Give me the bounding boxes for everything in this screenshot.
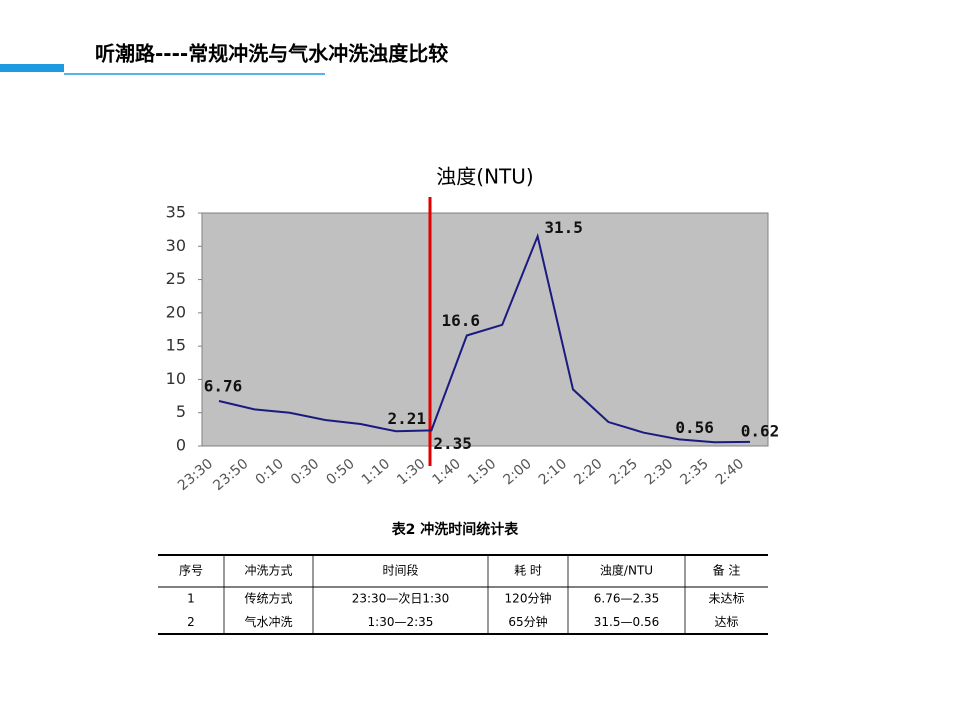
table-cell: 未达标 bbox=[708, 592, 744, 606]
y-tick-label: 35 bbox=[166, 203, 186, 222]
x-tick-label: 1:10 bbox=[359, 456, 393, 488]
data-label: 6.76 bbox=[204, 376, 243, 395]
table-header-cell: 耗 时 bbox=[514, 564, 542, 578]
table-cell: 65分钟 bbox=[508, 614, 547, 629]
x-tick-label: 0:10 bbox=[253, 456, 287, 488]
table-cell: 1:30—2:35 bbox=[368, 615, 434, 629]
slide-title: 听潮路----常规冲洗与气水冲洗浊度比较 bbox=[95, 42, 448, 66]
header-bar bbox=[0, 64, 64, 72]
table-header-cell: 序号 bbox=[179, 563, 203, 578]
y-tick-label: 5 bbox=[176, 402, 186, 421]
data-label: 0.56 bbox=[675, 418, 714, 437]
x-tick-label: 2:25 bbox=[607, 456, 641, 488]
y-tick-label: 0 bbox=[176, 436, 186, 455]
table-cell: 1 bbox=[187, 592, 195, 606]
table-cell: 120分钟 bbox=[505, 591, 552, 606]
y-tick-label: 30 bbox=[166, 236, 186, 255]
data-label: 16.6 bbox=[442, 311, 481, 330]
x-tick-label: 0:50 bbox=[323, 456, 357, 488]
table-caption: 表2 冲洗时间统计表 bbox=[391, 521, 520, 538]
data-label: 0.62 bbox=[741, 421, 780, 440]
x-tick-label: 1:30 bbox=[394, 456, 428, 488]
y-tick-label: 20 bbox=[166, 302, 186, 321]
table-cell: 达标 bbox=[714, 615, 738, 629]
table-header-cell: 冲洗方式 bbox=[244, 563, 292, 578]
table-header-cell: 时间段 bbox=[382, 563, 418, 578]
x-tick-label: 23:50 bbox=[210, 456, 251, 494]
x-tick-label: 2:10 bbox=[536, 456, 570, 488]
chart-title: 浊度(NTU) bbox=[436, 165, 533, 189]
x-tick-label: 23:30 bbox=[175, 456, 216, 494]
table-cell: 6.76—2.35 bbox=[594, 592, 659, 606]
table-header-cell: 备 注 bbox=[713, 563, 741, 578]
y-tick-label: 25 bbox=[166, 269, 186, 288]
data-line bbox=[218, 232, 751, 444]
x-tick-label: 2:35 bbox=[677, 456, 711, 488]
data-label: 31.5 bbox=[544, 218, 583, 237]
x-tick-label: 2:30 bbox=[642, 456, 676, 488]
x-tick-label: 0:30 bbox=[288, 456, 322, 488]
x-tick-label: 1:50 bbox=[465, 456, 499, 488]
y-tick-label: 10 bbox=[166, 369, 186, 388]
x-tick-label: 2:40 bbox=[713, 456, 747, 488]
x-tick-label: 1:40 bbox=[430, 456, 464, 488]
table-cell: 传统方式 bbox=[244, 591, 292, 606]
table-cell: 23:30—次日1:30 bbox=[352, 592, 450, 606]
x-tick-label: 2:00 bbox=[500, 456, 534, 488]
table-cell: 2 bbox=[187, 615, 195, 629]
data-label: 2.35 bbox=[433, 434, 472, 453]
y-tick-label: 15 bbox=[166, 336, 186, 355]
data-label: 2.21 bbox=[387, 409, 426, 428]
table: 序号 冲洗方式 时间段 耗 时 浊度/NTU 备 注 1 传统方式 23:30—次日1:30 12… bbox=[158, 554, 768, 635]
table-header-cell: 浊度/NTU bbox=[600, 563, 653, 578]
x-tick-label: 2:20 bbox=[571, 456, 605, 488]
table-cell: 气水冲洗 bbox=[244, 614, 292, 629]
table-cell: 31.5—0.56 bbox=[594, 615, 659, 629]
